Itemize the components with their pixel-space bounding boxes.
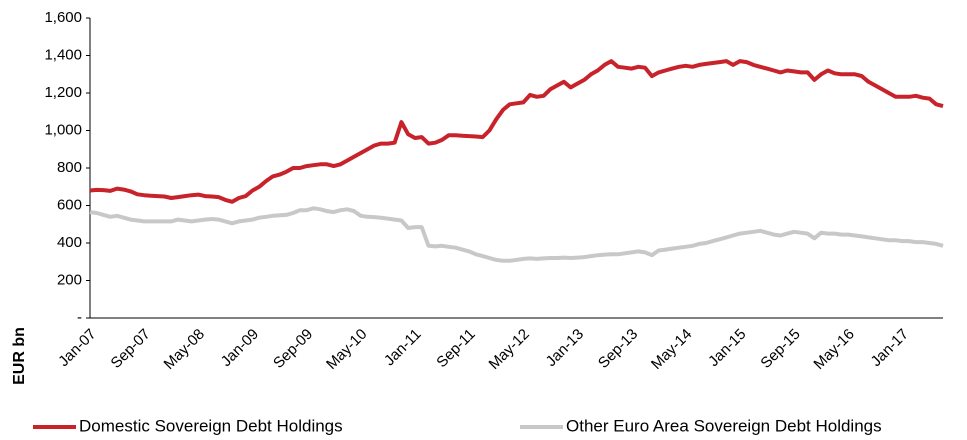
legend-label: Other Euro Area Sovereign Debt Holdings — [566, 416, 882, 435]
y-tick-label: - — [77, 309, 82, 326]
y-tick-label: 1,200 — [44, 84, 82, 101]
y-tick-label: 1,000 — [44, 121, 82, 138]
y-tick-label: 400 — [57, 234, 82, 251]
y-tick-label: 1,600 — [44, 9, 82, 26]
x-tick-label: Jan-17 — [868, 326, 912, 370]
x-tick-label: Sep-13 — [595, 326, 641, 372]
y-tick-label: 200 — [57, 271, 82, 288]
x-tick-label: Sep-11 — [433, 326, 478, 371]
x-tick-label: May-16 — [810, 326, 857, 373]
x-tick-label: Jan-11 — [381, 326, 425, 370]
y-tick-label: 600 — [57, 196, 82, 213]
y-tick-label: 800 — [57, 159, 82, 176]
y-axis-label: EUR bn — [11, 327, 28, 385]
x-tick-label: May-14 — [648, 326, 695, 373]
y-tick-label: 1,400 — [44, 46, 82, 63]
x-tick-label: May-08 — [161, 326, 208, 373]
x-tick-label: Jan-07 — [55, 326, 99, 370]
x-tick-label: Jan-15 — [705, 326, 749, 370]
series-line — [89, 59, 944, 204]
x-tick-label: Sep-09 — [270, 326, 316, 372]
x-tick-label: Jan-09 — [218, 326, 262, 370]
x-tick-label: May-10 — [323, 326, 370, 373]
x-tick-label: May-12 — [486, 326, 533, 373]
x-tick-label: Sep-15 — [757, 326, 803, 372]
legend-label: Domestic Sovereign Debt Holdings — [79, 416, 343, 435]
series-line — [89, 206, 944, 263]
x-tick-label: Sep-07 — [108, 326, 154, 372]
x-tick-label: Jan-13 — [543, 326, 587, 370]
